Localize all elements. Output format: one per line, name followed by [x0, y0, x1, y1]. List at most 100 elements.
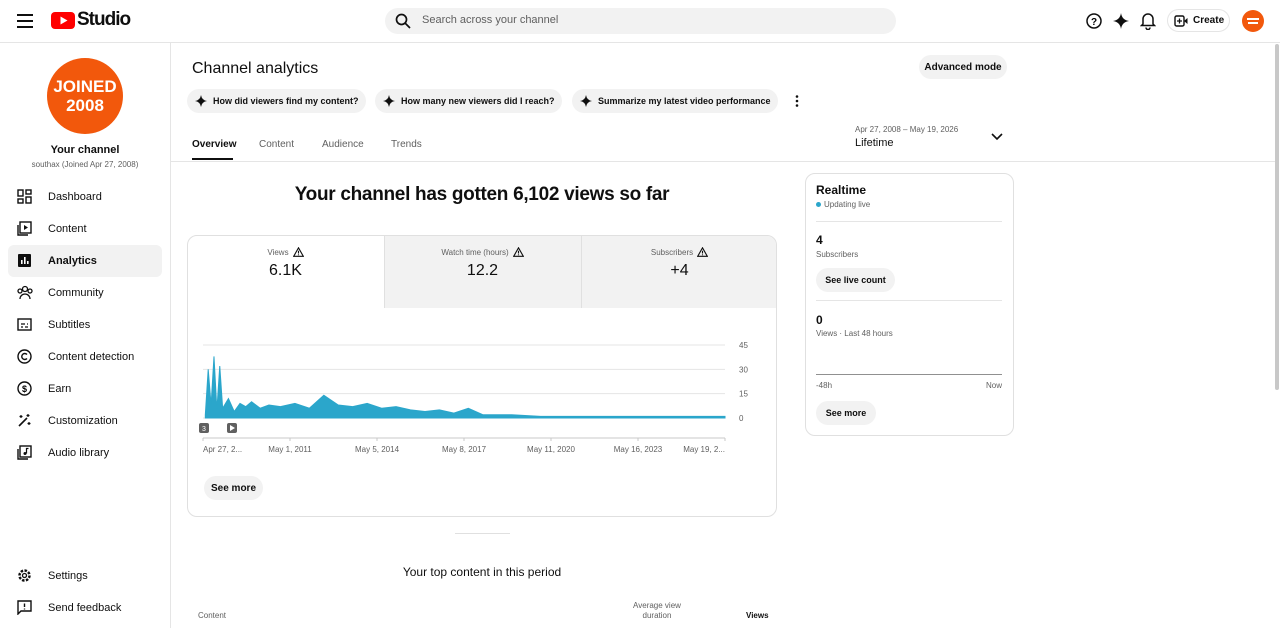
nav-icon [17, 600, 32, 615]
prompt-label[interactable]: Summarize my latest video performance [598, 96, 771, 106]
live-dot [816, 202, 821, 207]
realtime-axis-end: Now [986, 381, 1003, 390]
create-button[interactable] [1167, 9, 1230, 32]
nav-icon [18, 254, 31, 267]
metric-label[interactable]: Subscribers [581, 246, 778, 257]
warning-icon [512, 246, 524, 257]
see-live-count-button[interactable]: See live count [816, 268, 895, 292]
create-label[interactable]: Create [1193, 15, 1225, 26]
nav-icon [17, 445, 32, 460]
nav-icon: $ [17, 381, 32, 396]
nav-item[interactable]: Subtitles [48, 319, 91, 331]
nav-item[interactable]: Community [48, 287, 104, 299]
more-button[interactable] [795, 95, 799, 107]
prompt-chip[interactable]: How many new viewers did I reach? [375, 89, 562, 113]
see-more-button[interactable]: See more [204, 476, 263, 500]
x-tick-label: May 19, 2... [683, 445, 725, 454]
sparkle-icon [580, 95, 592, 107]
svg-text:$: $ [22, 384, 27, 394]
marker-box [199, 423, 209, 433]
metric-label[interactable]: Watch time (hours) [384, 246, 581, 257]
notifications-icon[interactable] [1140, 12, 1156, 30]
search-icon [395, 13, 411, 29]
search-box[interactable] [385, 8, 896, 34]
nav-item[interactable]: Analytics [48, 255, 97, 267]
table-header-line: Average view [633, 601, 681, 610]
views-value: 0 [816, 313, 823, 327]
nav-icon [17, 221, 32, 236]
table-header: Views [746, 611, 769, 620]
logo-icon[interactable] [51, 12, 75, 29]
prompt-label[interactable]: How did viewers find my content? [213, 96, 359, 106]
create-icon [1174, 15, 1188, 27]
date-range[interactable]: Apr 27, 2008 – May 19, 2026 [855, 125, 959, 134]
period-dropdown[interactable] [991, 133, 1003, 141]
nav-item[interactable]: Settings [48, 570, 88, 582]
x-tick-label: May 5, 2014 [355, 445, 400, 454]
ai-icon[interactable] [1113, 13, 1129, 29]
tab[interactable]: Content [259, 139, 295, 150]
account-avatar[interactable] [1242, 10, 1264, 32]
channel-avatar[interactable]: JOINED 2008 [47, 58, 123, 134]
channel-title: Your channel [50, 144, 120, 156]
x-tick-label: Apr 27, 2... [203, 445, 242, 454]
y-tick-label: 0 [739, 414, 744, 423]
table-header: Average view duration [620, 601, 694, 621]
nav-item[interactable]: Dashboard [48, 191, 102, 203]
advanced-mode-button[interactable]: Advanced mode [919, 55, 1007, 79]
metric-label[interactable]: Views [187, 246, 384, 257]
active-nav-bg [8, 245, 162, 277]
metric-value[interactable]: +4 [670, 262, 689, 279]
metric-tab-bg [581, 236, 776, 308]
marker-play [230, 425, 235, 431]
table-header: Content [198, 611, 227, 620]
logo-text[interactable]: Studio [77, 9, 131, 30]
avatar-text: JOINED [53, 77, 117, 96]
prompt-chip[interactable]: Summarize my latest video performance [572, 89, 778, 113]
nav-icon [17, 318, 32, 331]
sparkle-icon [195, 95, 207, 107]
tab[interactable]: Trends [391, 139, 422, 150]
section-divider [455, 533, 510, 534]
scrollbar [1275, 44, 1279, 390]
tabs-divider [171, 161, 1276, 162]
svg-text:?: ? [1091, 17, 1097, 28]
realtime-axis-start: -48h [816, 381, 833, 390]
nav-item[interactable]: Earn [48, 383, 72, 395]
subscribers-label: Subscribers [816, 250, 859, 259]
sparkle-icon [383, 95, 395, 107]
realtime-see-more-button[interactable]: See more [816, 401, 876, 425]
tab[interactable]: Overview [192, 139, 237, 150]
table-header-line: duration [642, 611, 672, 620]
nav-item[interactable]: Customization [48, 415, 118, 427]
sidebar [0, 43, 171, 628]
help-icon[interactable]: ? [1086, 13, 1102, 29]
nav-icon [18, 414, 31, 427]
y-tick-label: 30 [739, 365, 748, 374]
realtime-status: Updating live [824, 200, 871, 209]
period[interactable]: Lifetime [855, 137, 894, 149]
marker-label: 3 [202, 426, 206, 433]
views-area [204, 356, 726, 419]
search-placeholder: Search across your channel [422, 14, 559, 26]
y-tick-label: 45 [739, 341, 748, 350]
nav-item[interactable]: Send feedback [48, 602, 122, 614]
channel-subtitle: southax (Joined Apr 27, 2008) [31, 160, 139, 169]
headline: Your channel has gotten 6,102 views so f… [294, 184, 670, 205]
warning-icon [696, 246, 709, 257]
realtime-card [805, 173, 1014, 436]
prompt-label[interactable]: How many new viewers did I reach? [401, 96, 555, 106]
nav-item[interactable]: Content detection [48, 351, 135, 363]
x-tick-label: May 16, 2023 [614, 445, 663, 454]
nav-item[interactable]: Audio library [48, 447, 110, 459]
prompt-chip[interactable]: How did viewers find my content? [187, 89, 366, 113]
nav-icon [17, 189, 32, 204]
nav-item[interactable]: Content [48, 223, 87, 235]
metric-value[interactable]: 12.2 [466, 262, 499, 279]
menu-button[interactable] [17, 14, 33, 28]
tab[interactable]: Audience [322, 139, 364, 150]
metrics-card [187, 235, 777, 517]
metric-value[interactable]: 6.1K [269, 262, 302, 279]
top-bar [0, 0, 1280, 43]
